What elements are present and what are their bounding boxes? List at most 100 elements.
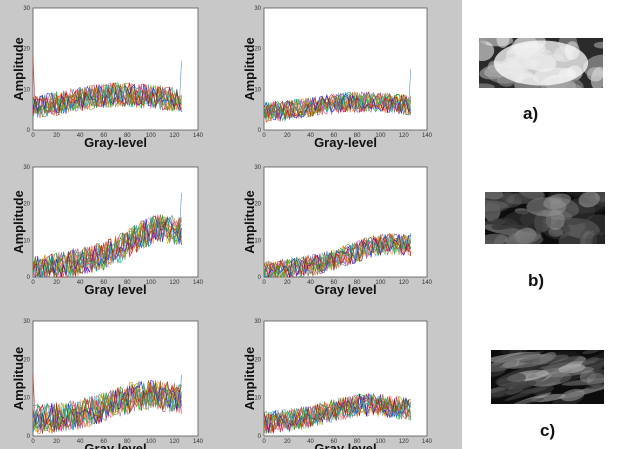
x-tick-label: 60 xyxy=(100,439,107,445)
x-tick-label: 140 xyxy=(193,439,204,445)
plot-row3-left: 0 20 40 60 80 100 120 140 0 10 20 30 Gray level Ampli… xyxy=(11,319,204,449)
texture-blob xyxy=(584,214,605,236)
y-tick-label: 20 xyxy=(254,47,261,53)
texture-blob xyxy=(590,66,603,88)
sample-image-c xyxy=(491,350,604,404)
x-tick-label: 20 xyxy=(53,280,60,286)
x-tick-label: 20 xyxy=(53,439,60,445)
x-tick-label: 0 xyxy=(262,133,266,139)
plot-row2-left: 0 20 40 60 80 100 120 140 0 10 20 30 Gray level Ampli… xyxy=(11,165,204,297)
texture-blob xyxy=(543,193,572,210)
y-tick-label: 30 xyxy=(23,6,30,12)
x-tick-label: 0 xyxy=(262,439,266,445)
texture-blob xyxy=(491,217,519,230)
y-tick-label: 0 xyxy=(258,128,262,134)
x-axis-label: Gray level xyxy=(84,441,146,449)
x-axis-label: Gray level xyxy=(314,441,376,449)
x-tick-label: 120 xyxy=(169,280,180,286)
texture-blob xyxy=(561,378,604,386)
y-axis-label: Amplitude xyxy=(242,347,257,411)
y-tick-label: 20 xyxy=(23,202,30,208)
texture-blob xyxy=(548,227,564,237)
x-axis-label: Gray level xyxy=(84,282,146,297)
y-tick-label: 10 xyxy=(23,238,30,244)
texture-blob xyxy=(583,54,603,77)
y-axis-label: Amplitude xyxy=(242,190,257,254)
x-tick-label: 100 xyxy=(375,439,386,445)
x-tick-label: 80 xyxy=(124,133,131,139)
texture-blob xyxy=(579,227,594,244)
texture-blob xyxy=(578,192,600,208)
texture-blob xyxy=(496,38,510,48)
plot-row2-right: 0 20 40 60 80 100 120 140 0 10 20 30 Gray level Ampli… xyxy=(242,165,433,297)
x-axis-label: Gray level xyxy=(314,282,376,297)
plot-row1-left: 0 20 40 60 80 100 120 140 0 10 20 30 Gray-level Ampli… xyxy=(11,6,204,150)
x-tick-label: 0 xyxy=(31,439,35,445)
texture-blob xyxy=(485,233,508,244)
x-axis-label: Gray-level xyxy=(84,135,147,150)
sample-label-b: b) xyxy=(528,271,545,290)
texture-blob xyxy=(560,388,585,402)
texture-blob xyxy=(558,231,587,244)
x-tick-label: 100 xyxy=(375,133,386,139)
y-tick-label: 0 xyxy=(27,128,31,134)
series-line xyxy=(32,382,182,433)
x-tick-label: 80 xyxy=(354,133,361,139)
y-tick-label: 30 xyxy=(23,319,30,325)
series-line xyxy=(263,91,411,118)
y-tick-label: 20 xyxy=(23,357,30,363)
texture-blob xyxy=(531,354,569,365)
sample-label-c: c) xyxy=(540,421,556,440)
y-axis-label: Amplitude xyxy=(242,37,257,101)
x-tick-label: 80 xyxy=(124,280,131,286)
series-line xyxy=(263,232,411,278)
x-tick-label: 100 xyxy=(146,439,157,445)
x-tick-label: 120 xyxy=(399,439,410,445)
y-tick-label: 0 xyxy=(27,434,31,440)
texture-blob xyxy=(582,350,600,355)
x-tick-label: 100 xyxy=(146,280,157,286)
texture-blob xyxy=(479,38,487,50)
x-tick-label: 60 xyxy=(100,280,107,286)
sample-image-a xyxy=(479,38,603,88)
x-tick-label: 40 xyxy=(77,280,84,286)
sample-image-b xyxy=(485,192,605,244)
y-tick-label: 10 xyxy=(23,396,30,402)
series-line xyxy=(32,380,182,433)
y-tick-label: 20 xyxy=(254,357,261,363)
y-tick-label: 30 xyxy=(254,165,261,171)
y-tick-label: 0 xyxy=(258,434,262,440)
texture-blob xyxy=(479,40,495,62)
texture-blob xyxy=(485,200,508,212)
x-tick-label: 40 xyxy=(307,133,314,139)
x-tick-label: 80 xyxy=(354,280,361,286)
x-tick-label: 140 xyxy=(422,133,433,139)
x-tick-label: 140 xyxy=(193,280,204,286)
texture-blob xyxy=(558,363,586,374)
y-tick-label: 30 xyxy=(254,6,261,12)
x-tick-label: 140 xyxy=(422,439,433,445)
series-line xyxy=(263,395,411,435)
series-line xyxy=(263,93,411,119)
y-tick-label: 10 xyxy=(254,396,261,402)
y-tick-label: 20 xyxy=(23,47,30,53)
x-tick-label: 20 xyxy=(284,280,291,286)
x-tick-label: 140 xyxy=(422,280,433,286)
y-tick-label: 20 xyxy=(254,202,261,208)
x-tick-label: 20 xyxy=(53,133,60,139)
x-tick-label: 80 xyxy=(124,439,131,445)
x-tick-label: 100 xyxy=(146,133,157,139)
x-tick-label: 60 xyxy=(331,280,338,286)
series-line xyxy=(263,93,411,121)
x-tick-label: 20 xyxy=(284,133,291,139)
series-line xyxy=(263,234,411,278)
texture-highlight xyxy=(493,40,589,86)
texture-blob xyxy=(496,372,526,388)
x-tick-label: 60 xyxy=(100,133,107,139)
x-tick-label: 140 xyxy=(193,133,204,139)
texture-blob xyxy=(506,192,544,205)
x-tick-label: 120 xyxy=(169,133,180,139)
x-tick-label: 40 xyxy=(307,439,314,445)
y-tick-label: 30 xyxy=(254,319,261,325)
x-tick-label: 80 xyxy=(354,439,361,445)
